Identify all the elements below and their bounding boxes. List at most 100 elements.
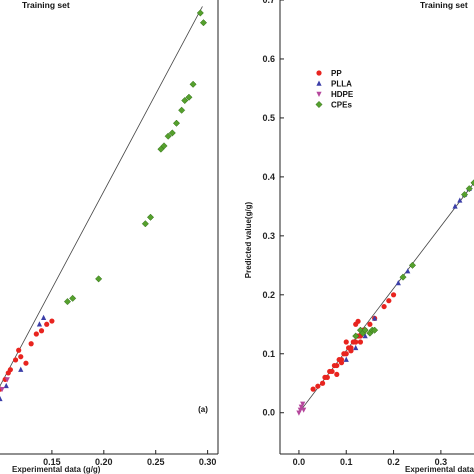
- panel-a-point-pp: [49, 318, 55, 324]
- panel-b-y-tick-label: 0.4: [262, 172, 275, 182]
- panel-b-point-pp: [386, 298, 392, 304]
- panel-b-point-cpes: [460, 191, 469, 199]
- panel-b-point-pp: [310, 386, 316, 392]
- panel-b-point-pp: [343, 339, 349, 345]
- legend-label-pp: PP: [331, 69, 342, 78]
- panel-b-point-pp: [353, 339, 359, 345]
- panel-b-point-pp: [355, 318, 361, 324]
- panel-b-y-tick-label: 0.5: [262, 113, 275, 123]
- panel-a-point-cpes: [160, 142, 168, 150]
- panel-b-point-pp: [343, 351, 349, 357]
- panel-b-point-cpes: [470, 179, 474, 187]
- panel-a-point-hdpe: [0, 386, 5, 393]
- panel-a-point-pp: [16, 347, 22, 353]
- panel-a-x-tick-label: 0.25: [147, 457, 165, 467]
- panel-a-point-cpes: [172, 119, 181, 127]
- panel-a-x-tick-label: 0.30: [199, 457, 217, 467]
- panel-a-point-plla: [0, 395, 3, 402]
- panel-a-point-plla: [41, 314, 47, 320]
- panel-a: Training set 0.15 0.20 0.25 0.30 (a) Experi…: [0, 0, 219, 474]
- panel-a-point-pp: [18, 354, 24, 360]
- panel-a-point-pp: [44, 321, 50, 327]
- panel-b-x-axis-title: Experimental data (g/g): [405, 465, 474, 474]
- panel-b-point-cpes: [352, 332, 360, 340]
- panel-a-point-pp: [33, 331, 39, 337]
- panel-a-point-hdpe: [4, 377, 10, 383]
- panel-a-point-pp: [12, 357, 19, 363]
- panel-b-y-tick-label: 0.3: [262, 231, 275, 241]
- panel-b-point-pp: [334, 371, 340, 378]
- panel-b-point-pp: [334, 362, 340, 369]
- panel-b-point-pp: [367, 321, 373, 327]
- panel-b-y-tick-label: 0.6: [262, 54, 275, 64]
- panel-b-point-plla: [405, 268, 411, 274]
- panel-a-fit-line: [0, 6, 203, 387]
- panel-b-point-cpes: [465, 185, 473, 193]
- panel-a-point-cpes: [181, 96, 189, 105]
- legend-label-plla: PLLA: [331, 80, 352, 89]
- panel-b-x-tick-label: 0.1: [340, 457, 353, 467]
- panel-b-point-pp: [329, 368, 335, 375]
- panel-b: Training set 0.0 0.1 0.2 0.3 0.0 0.1 0.2 0.3 0.4…: [244, 0, 474, 474]
- panel-b-point-plla: [452, 203, 458, 209]
- panel-a-point-plla: [3, 382, 9, 389]
- legend-marker-pp: [316, 70, 322, 76]
- panel-b-point-hdpe: [300, 401, 306, 407]
- panel-a-point-plla: [36, 321, 43, 327]
- panel-b-point-hdpe: [301, 407, 307, 413]
- panel-b-y-axis-title: Predicted value(g/g): [244, 201, 253, 278]
- legend-label-hdpe: HDPE: [331, 90, 354, 99]
- panel-a-point-cpes: [69, 294, 77, 302]
- panel-b-y-tick-label: 0.0: [262, 408, 275, 418]
- legend-marker-plla: [316, 80, 322, 86]
- panel-a-x-axis-title: Experimental data (g/g): [12, 465, 101, 474]
- panel-b-point-pp: [315, 383, 321, 389]
- panel-a-point-cpes: [178, 106, 186, 114]
- panel-a-point-cpes: [185, 93, 193, 101]
- panel-a-annotation: (a): [198, 405, 208, 414]
- panel-a-point-plla: [18, 366, 24, 372]
- panel-b-point-pp: [381, 303, 387, 310]
- legend-marker-hdpe: [316, 91, 322, 97]
- panel-b-point-pp: [324, 374, 330, 380]
- legend-marker-cpes: [315, 100, 323, 109]
- panel-a-point-cpes: [63, 298, 72, 306]
- panel-b-point-pp: [319, 380, 326, 386]
- panel-b-point-pp: [390, 292, 397, 298]
- panel-b-y-tick-label: 0.2: [262, 290, 275, 300]
- panel-a-title: Training set: [22, 0, 70, 10]
- panel-a-point-pp: [5, 370, 11, 376]
- panel-a-point-cpes: [95, 275, 103, 283]
- panel-a-point-cpes: [168, 129, 176, 137]
- panel-a-point-cpes: [189, 80, 197, 88]
- panel-b-x-tick-label: 0.0: [293, 457, 306, 467]
- panel-b-point-pp: [338, 360, 345, 366]
- panel-a-x-tick-label: 0.20: [95, 457, 113, 467]
- panel-b-fit-line: [298, 182, 474, 413]
- panel-b-point-pp: [357, 339, 364, 345]
- panel-a-point-pp: [28, 341, 34, 347]
- legend-label-cpes: CPEs: [331, 101, 352, 110]
- panel-b-x-tick-label: 0.3: [435, 457, 448, 467]
- panel-b-point-cpes: [371, 326, 379, 334]
- panel-b-x-tick-label: 0.2: [387, 457, 400, 467]
- panel-b-point-plla: [395, 280, 401, 286]
- panel-a-point-cpes: [141, 220, 149, 228]
- panel-b-point-cpes: [399, 273, 407, 281]
- panel-b-point-pp: [348, 348, 354, 354]
- panel-b-point-plla: [372, 315, 378, 321]
- panel-a-point-cpes: [164, 132, 172, 140]
- panel-a-point-pp: [38, 328, 45, 334]
- panel-b-point-plla: [353, 344, 359, 351]
- panel-a-x-tick-label: 0.15: [43, 457, 61, 467]
- panel-a-point-pp: [23, 360, 29, 366]
- panel-b-point-plla: [362, 333, 368, 339]
- panel-b-point-plla: [457, 197, 463, 203]
- panel-a-point-cpes: [146, 213, 155, 221]
- panel-b-point-cpes: [361, 326, 369, 334]
- panel-b-y-tick-label: 0.7: [262, 0, 275, 5]
- panel-b-point-cpes: [408, 261, 417, 269]
- panel-b-title: Training set: [420, 0, 468, 10]
